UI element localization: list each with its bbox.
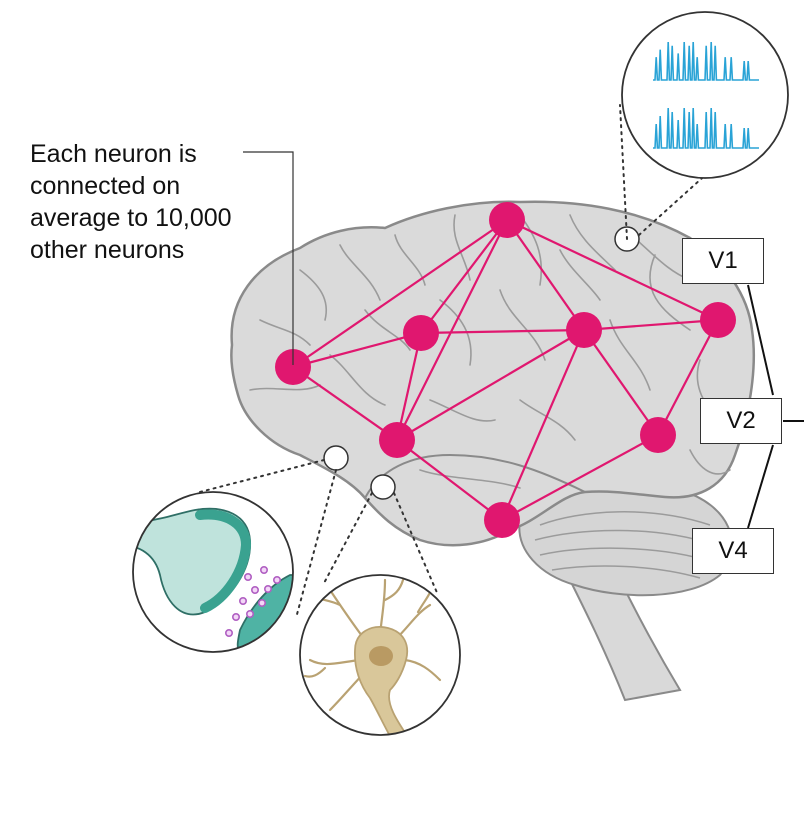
brain-icon: [230, 200, 755, 547]
visual-area-v2-label: V2: [700, 398, 782, 444]
network-edge: [506, 219, 719, 321]
network-node: [275, 349, 311, 385]
spike-trains: [653, 41, 759, 149]
network-node: [484, 502, 520, 538]
network-edge: [657, 319, 719, 436]
synapse-inset: [132, 491, 294, 653]
neurotransmitter-vesicles: [225, 565, 281, 637]
synapse-site: [323, 445, 349, 471]
network-edge: [292, 219, 508, 368]
callout-dotted-lines: [195, 104, 743, 619]
network-edge: [420, 328, 585, 335]
spike-train-inset: [621, 11, 789, 179]
visual-area-v4-label: V4: [692, 528, 774, 574]
neuron-inset: [299, 574, 461, 736]
network-edge: [396, 439, 503, 521]
network-edge: [420, 219, 508, 334]
network-edge: [501, 434, 659, 521]
spike-train: [653, 41, 759, 81]
network-node: [489, 202, 525, 238]
network-edge: [506, 219, 585, 331]
caption-line: average to 10,000: [30, 204, 232, 232]
neuron-site: [370, 474, 396, 500]
neuron-nucleus: [369, 646, 393, 666]
network-edge: [395, 332, 423, 441]
visual-area-v1-label: V1: [682, 238, 764, 284]
neuron-soma: [354, 626, 412, 735]
network-edge: [292, 366, 398, 441]
spike-train: [653, 107, 759, 149]
network-node: [403, 315, 439, 351]
network-nodes: [275, 202, 736, 538]
network-edge: [292, 331, 422, 369]
network-edge: [583, 318, 719, 332]
caption-line: other neurons: [30, 236, 185, 264]
network-node: [640, 417, 676, 453]
neuron-connectivity-caption: Each neuron is connected on average to 1…: [30, 138, 290, 266]
visual-area-connectors: [747, 284, 804, 529]
network-node: [566, 312, 602, 348]
caption-line: Each neuron is: [30, 140, 197, 168]
network-node: [379, 422, 415, 458]
network-edge: [396, 219, 508, 441]
caption-leader-line: [243, 151, 294, 365]
network-node: [700, 302, 736, 338]
network-edges: [292, 219, 719, 521]
network-edge: [583, 329, 659, 436]
caption-line: connected on: [30, 172, 181, 200]
brainstem: [563, 558, 682, 702]
network-edge: [500, 329, 586, 521]
network-edge: [396, 329, 585, 441]
